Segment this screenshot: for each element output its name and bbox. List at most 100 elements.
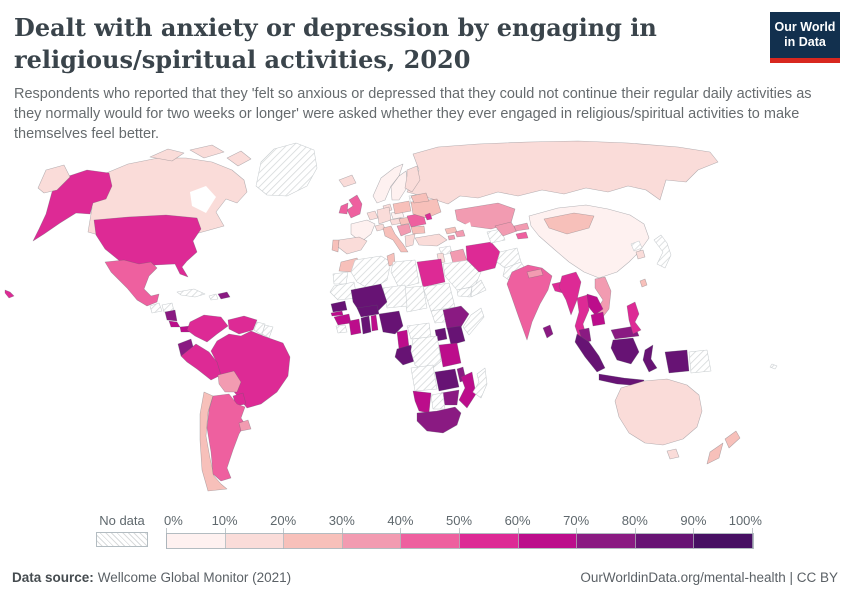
country-canada-island[interactable] bbox=[149, 148, 185, 162]
country-spain[interactable] bbox=[337, 236, 368, 255]
country-mexico[interactable] bbox=[104, 259, 160, 307]
country-senegal[interactable] bbox=[330, 300, 348, 313]
country-zambia[interactable] bbox=[434, 368, 460, 392]
country-australia[interactable] bbox=[614, 378, 703, 446]
country-argentina[interactable] bbox=[206, 393, 246, 482]
country-uzbekistan[interactable] bbox=[494, 221, 518, 237]
country-finland[interactable] bbox=[404, 165, 421, 193]
country-central-african-republic[interactable] bbox=[406, 322, 432, 340]
country-germany[interactable] bbox=[376, 206, 392, 225]
legend-no-data[interactable]: No data bbox=[96, 513, 148, 547]
country-bolivia[interactable] bbox=[217, 370, 242, 393]
country-armenia[interactable] bbox=[447, 234, 456, 241]
country-tajikistan[interactable] bbox=[515, 231, 529, 240]
country-indonesia-borneo[interactable] bbox=[610, 337, 640, 365]
country-kyrgyzstan[interactable] bbox=[513, 222, 530, 232]
country-new-zealand-south[interactable] bbox=[706, 442, 724, 465]
country-greenland[interactable] bbox=[255, 142, 318, 197]
country-south-korea[interactable] bbox=[635, 249, 646, 260]
country-greece[interactable] bbox=[404, 233, 416, 248]
country-guatemala[interactable] bbox=[149, 302, 163, 314]
country-bulgaria[interactable] bbox=[410, 225, 426, 235]
legend-segment-6[interactable] bbox=[518, 534, 578, 548]
country-ethiopia[interactable] bbox=[442, 305, 470, 330]
country-nigeria[interactable] bbox=[378, 310, 404, 335]
country-ukraine[interactable] bbox=[410, 198, 442, 219]
country-tanzania[interactable] bbox=[438, 342, 462, 368]
country-egypt[interactable] bbox=[416, 258, 446, 288]
country-france[interactable] bbox=[350, 219, 376, 243]
country-azerbaijan[interactable] bbox=[454, 229, 466, 238]
legend-segment-4[interactable] bbox=[401, 534, 460, 548]
country-ghana[interactable] bbox=[360, 315, 372, 335]
country-somalia[interactable] bbox=[462, 307, 485, 336]
country-libya[interactable] bbox=[390, 259, 420, 289]
country-netherlands[interactable] bbox=[366, 210, 379, 221]
country-hawaii[interactable] bbox=[4, 289, 15, 299]
legend-segment-1[interactable] bbox=[225, 534, 285, 548]
country-chile[interactable] bbox=[199, 391, 228, 492]
country-indonesia-papua[interactable] bbox=[664, 349, 690, 374]
country-serbia[interactable] bbox=[396, 223, 412, 237]
country-russia-chukotka[interactable] bbox=[37, 164, 71, 194]
country-cuba[interactable] bbox=[176, 288, 206, 298]
country-japan[interactable] bbox=[653, 234, 672, 269]
country-dominican-republic[interactable] bbox=[217, 291, 231, 300]
country-ivory-coast[interactable] bbox=[348, 318, 362, 336]
country-congo[interactable] bbox=[394, 344, 416, 366]
country-madagascar[interactable] bbox=[472, 367, 488, 399]
country-mozambique[interactable] bbox=[458, 371, 477, 409]
country-suriname[interactable] bbox=[261, 324, 274, 339]
country-north-korea[interactable] bbox=[630, 240, 643, 252]
country-oman[interactable] bbox=[470, 279, 487, 298]
country-indonesia-sulawesi[interactable] bbox=[642, 344, 658, 373]
legend-segment-5[interactable] bbox=[459, 534, 519, 548]
country-south-africa[interactable] bbox=[416, 406, 462, 434]
country-canada-island[interactable] bbox=[226, 150, 252, 167]
country-benin[interactable] bbox=[370, 314, 379, 332]
country-niger[interactable] bbox=[382, 284, 408, 309]
country-papua-new-guinea[interactable] bbox=[688, 349, 712, 374]
country-italy[interactable] bbox=[382, 225, 409, 253]
country-guyana[interactable] bbox=[253, 321, 266, 336]
country-myanmar[interactable] bbox=[558, 271, 582, 316]
country-nepal[interactable] bbox=[526, 268, 544, 279]
country-mongolia[interactable] bbox=[543, 212, 595, 235]
country-namibia[interactable] bbox=[412, 390, 432, 414]
owid-logo[interactable]: Our World in Data bbox=[770, 12, 840, 63]
country-tasmania[interactable] bbox=[666, 448, 680, 460]
country-india[interactable] bbox=[506, 264, 553, 341]
legend-segment-0[interactable] bbox=[167, 534, 226, 548]
country-sudan[interactable] bbox=[422, 282, 456, 312]
country-kenya[interactable] bbox=[446, 325, 466, 346]
country-sri-lanka[interactable] bbox=[542, 324, 554, 339]
country-cambodia[interactable] bbox=[590, 311, 606, 327]
country-moldova[interactable] bbox=[424, 212, 433, 221]
country-western-sahara[interactable] bbox=[332, 271, 349, 285]
country-philippines[interactable] bbox=[626, 301, 642, 335]
country-costa-rica[interactable] bbox=[168, 320, 181, 328]
country-brazil[interactable] bbox=[210, 330, 291, 409]
country-belarus[interactable] bbox=[410, 192, 430, 204]
country-ireland[interactable] bbox=[338, 202, 349, 215]
country-haiti[interactable] bbox=[208, 293, 219, 301]
legend-segment-2[interactable] bbox=[284, 534, 343, 548]
country-canada-island[interactable] bbox=[189, 144, 225, 159]
country-botswana[interactable] bbox=[430, 392, 446, 410]
country-gambia[interactable] bbox=[330, 310, 344, 317]
country-sierra-leone[interactable] bbox=[335, 324, 348, 334]
country-poland[interactable] bbox=[392, 200, 412, 215]
country-portugal[interactable] bbox=[331, 239, 340, 253]
country-angola[interactable] bbox=[410, 364, 438, 392]
country-colombia[interactable] bbox=[186, 314, 229, 343]
country-united-kingdom[interactable] bbox=[346, 194, 363, 219]
country-yemen[interactable] bbox=[456, 286, 473, 298]
country-russia[interactable] bbox=[406, 140, 719, 205]
country-turkey[interactable] bbox=[414, 233, 448, 247]
country-fiji[interactable] bbox=[769, 363, 778, 370]
country-uruguay[interactable] bbox=[238, 419, 252, 432]
legend-segment-7[interactable] bbox=[577, 534, 636, 548]
country-iceland[interactable] bbox=[338, 174, 357, 188]
country-venezuela[interactable] bbox=[227, 315, 258, 335]
country-nicaragua[interactable] bbox=[164, 309, 178, 322]
